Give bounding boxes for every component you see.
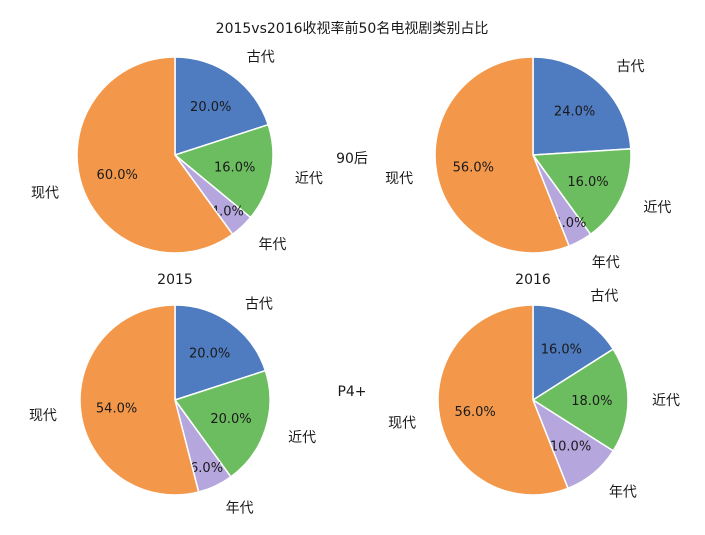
slice-category-label: 近代 [652,393,680,409]
pie-slice-ancient [174,304,267,402]
row-label-p4plus: P4+ [337,384,366,400]
slice-category-label: 古代 [247,49,275,65]
slice-category-label: 年代 [592,255,620,271]
slice-value-label: 56.0% [453,160,494,175]
slice-value-label: 20.0% [210,412,251,427]
column-label-2016: 2016 [515,272,551,288]
pie-slice-modern-era [531,148,632,236]
row-label-90s: 90后 [336,151,368,167]
slice-category-label: 古代 [617,59,645,75]
pie-slice-ancient [174,56,270,157]
slice-value-label: 20.0% [189,346,230,361]
column-label-2015: 2015 [157,272,193,288]
slice-value-label: 56.0% [454,405,495,420]
slice-value-label: 54.0% [96,401,137,416]
slice-category-label: 现代 [31,186,59,202]
slice-category-label: 近代 [295,171,323,187]
slice-category-label: 近代 [288,430,316,446]
slice-value-label: 20.0% [190,100,231,115]
slice-category-label: 年代 [259,237,287,253]
slice-category-label: 古代 [590,289,618,305]
pie-slice-modern-era [173,123,274,219]
slice-value-label: 16.0% [541,342,582,357]
pie-slice-ancient [532,56,632,156]
slice-value-label: 24.0% [554,105,595,120]
slice-category-label: 年代 [226,501,254,517]
slice-value-label: 16.0% [567,175,608,190]
pie-slice-modern-era [173,369,271,478]
slice-value-label: 60.0% [97,168,138,183]
pie-slice-modern-era [531,348,629,452]
pie-group: 20.0%古代16.0%近代4.0%年代60.0%现代24.0%古代16.0%近… [29,49,680,516]
pie-slice-contemporary [434,56,571,254]
slice-category-label: 现代 [385,171,413,187]
pie-slice-contemporary [76,56,234,254]
pie-slice-ancient [532,304,615,402]
slice-category-label: 现代 [29,408,57,424]
slice-category-label: 古代 [245,297,273,313]
slice-value-label: 18.0% [571,394,612,409]
chart-title: 2015vs2016收视率前50名电视剧类别占比 [216,20,489,37]
slice-category-label: 年代 [609,485,637,501]
slice-category-label: 近代 [643,200,671,216]
slice-category-label: 现代 [388,415,416,431]
slice-value-label: 6.0% [190,461,223,476]
slice-value-label: 16.0% [214,160,255,175]
pie-slice-contemporary [79,304,200,496]
slice-value-label: 10.0% [550,439,591,454]
pie-slice-contemporary [437,304,569,496]
